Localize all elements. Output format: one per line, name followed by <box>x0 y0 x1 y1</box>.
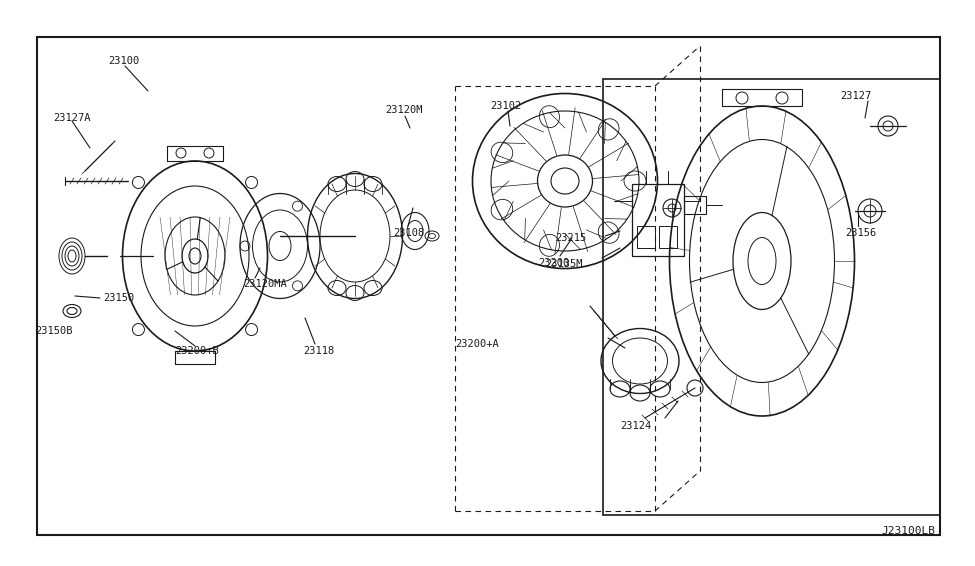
Text: 23118: 23118 <box>303 346 334 356</box>
Text: J23100LB: J23100LB <box>881 526 935 536</box>
Text: 23102: 23102 <box>490 101 522 111</box>
Text: 23200+B: 23200+B <box>175 346 218 356</box>
Text: 23215: 23215 <box>555 233 586 243</box>
Text: 23120M: 23120M <box>385 105 422 115</box>
Text: 23108: 23108 <box>393 228 424 238</box>
Bar <box>37 37 940 535</box>
Bar <box>659 226 677 248</box>
Text: 23124: 23124 <box>620 421 651 431</box>
Text: 23135M: 23135M <box>545 259 582 269</box>
Text: 23150: 23150 <box>103 293 135 303</box>
Bar <box>603 79 940 515</box>
Bar <box>632 184 684 256</box>
Bar <box>684 196 706 214</box>
Text: 23200+A: 23200+A <box>455 339 499 349</box>
Text: 23127A: 23127A <box>53 113 91 123</box>
Text: 23100: 23100 <box>108 56 139 66</box>
Bar <box>637 226 655 248</box>
Text: 23127: 23127 <box>840 91 872 101</box>
Text: 23156: 23156 <box>845 228 877 238</box>
Text: 23200: 23200 <box>538 258 569 268</box>
Text: 23120MA: 23120MA <box>243 279 287 289</box>
Text: 23150B: 23150B <box>35 326 72 336</box>
